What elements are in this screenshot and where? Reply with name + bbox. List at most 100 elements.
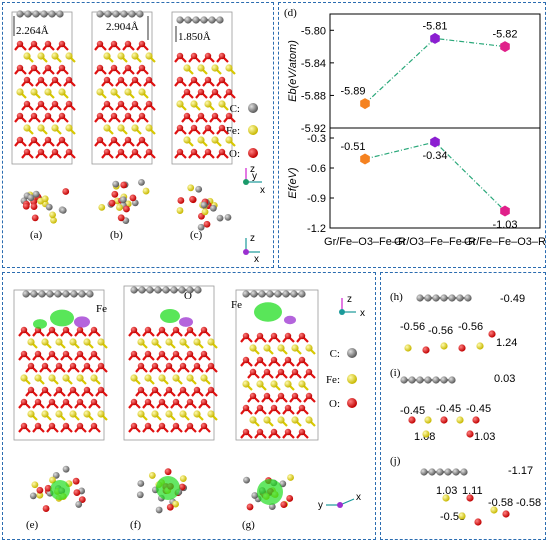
oxygen-atom [51, 76, 59, 84]
axis-indicator-top: z x [243, 233, 260, 265]
iron-atom [287, 474, 294, 481]
oxygen-atom [204, 52, 212, 60]
iron-atom [172, 500, 179, 508]
oxygen-atom [131, 148, 139, 156]
iron-atom [151, 338, 159, 346]
oxygen-atom [110, 40, 118, 48]
oxygen-atom [422, 346, 430, 354]
oxygen-atom [145, 76, 153, 84]
charge-density-blob [156, 476, 180, 500]
carbon-atom [27, 194, 35, 202]
iron-atom [49, 211, 56, 219]
oxygen-atom [124, 64, 132, 72]
iron-atom [117, 52, 125, 60]
carbon-atom [243, 476, 250, 484]
oxygen-atom [20, 350, 28, 358]
iron-atom [148, 472, 156, 479]
carbon-atom [448, 376, 456, 384]
oxygen-atom [51, 100, 59, 108]
iron-atom [277, 416, 285, 424]
iron-atom [41, 410, 49, 418]
carbon-atom [460, 468, 468, 476]
oxygen-atom [65, 148, 73, 156]
oxygen-atom [158, 398, 166, 406]
iron-atom [291, 344, 299, 352]
iron-atom [145, 52, 153, 60]
oxygen-atom [48, 350, 56, 358]
oxygen-atom [256, 428, 264, 436]
iron-atom [31, 481, 39, 489]
oxygen-atom [30, 64, 38, 72]
oxygen-atom [97, 362, 105, 370]
iron-atom [263, 344, 271, 352]
carbon-atom [251, 492, 259, 499]
oxygen-atom [62, 422, 70, 430]
charge-density-blob [50, 309, 74, 327]
charge-density-blob [33, 319, 47, 329]
structure-g: Fe (g) [231, 289, 319, 531]
oxygen-atom [144, 326, 152, 334]
charge-h-0: -0.49 [500, 293, 525, 305]
oxygen-atom [176, 124, 184, 132]
oxygen-atom [55, 386, 63, 394]
iron-atom [76, 374, 84, 382]
axis-indicator-efg: z x y x [318, 294, 365, 511]
oxygen-atom [177, 197, 185, 204]
oxygen-atom [58, 64, 66, 72]
charge-j-0: -1.17 [508, 465, 533, 477]
iron-atom [30, 88, 38, 96]
panel-e-label: (e) [26, 519, 39, 531]
oxygen-atom [488, 330, 496, 338]
iron-atom [270, 380, 278, 388]
oxygen-atom [242, 356, 250, 364]
oxygen-atom [144, 422, 152, 430]
charge-panel-j: (j) -1.17 1.03 1.11 -0.58 -0.58 -0.58 [390, 455, 541, 523]
data-point [500, 205, 510, 217]
carbon-atom [162, 286, 170, 294]
carbon-atom [440, 294, 448, 302]
oxygen-atom [138, 64, 146, 72]
iron-atom [176, 207, 184, 214]
charge-density-blob [257, 479, 283, 505]
iron-atom [138, 88, 146, 96]
legend2-o-label: O: [329, 398, 340, 410]
oxygen-atom [130, 326, 138, 334]
oxygen-atom [76, 350, 84, 358]
oxygen-atom [22, 202, 30, 210]
oxygen-atom [103, 148, 111, 156]
oxygen-atom [284, 356, 292, 364]
carbon-atom [195, 185, 203, 193]
iron-atom [183, 64, 191, 72]
iron-atom [49, 476, 56, 484]
carbon-atom [120, 10, 128, 18]
axis-z2-label: z [250, 233, 255, 244]
oxygen-atom [16, 112, 24, 120]
oxygen-atom [44, 136, 52, 144]
oxygen-atom [110, 112, 118, 120]
oxygen-atom [183, 112, 191, 120]
oxygen-atom [172, 350, 180, 358]
iron-atom [207, 410, 215, 418]
oxygen-atom [34, 422, 42, 430]
oxygen-atom [48, 398, 56, 406]
oxygen-atom [151, 386, 159, 394]
oxygen-atom [190, 124, 198, 132]
oxygen-atom [242, 428, 250, 436]
carbon-atom [155, 506, 163, 514]
iron-atom [183, 136, 191, 144]
oxygen-atom [62, 350, 70, 358]
charge-density-blob [254, 302, 282, 322]
oxygen-atom [27, 362, 35, 370]
iron-atom [83, 338, 91, 346]
tag-o-f: O [184, 290, 192, 302]
axis-z3-label: z [347, 294, 352, 305]
carbon-atom [56, 10, 64, 18]
carbon-atom [59, 206, 67, 214]
x-tick-label: Gr/O3–Fe–Fe–R [394, 236, 476, 248]
oxygen-atom [124, 40, 132, 48]
panel-j-label: (j) [390, 455, 401, 467]
oxygen-atom [124, 136, 132, 144]
y-tick-label: -0.9 [307, 193, 326, 205]
carbon-atom [75, 501, 83, 508]
oxygen-atom [225, 88, 233, 96]
